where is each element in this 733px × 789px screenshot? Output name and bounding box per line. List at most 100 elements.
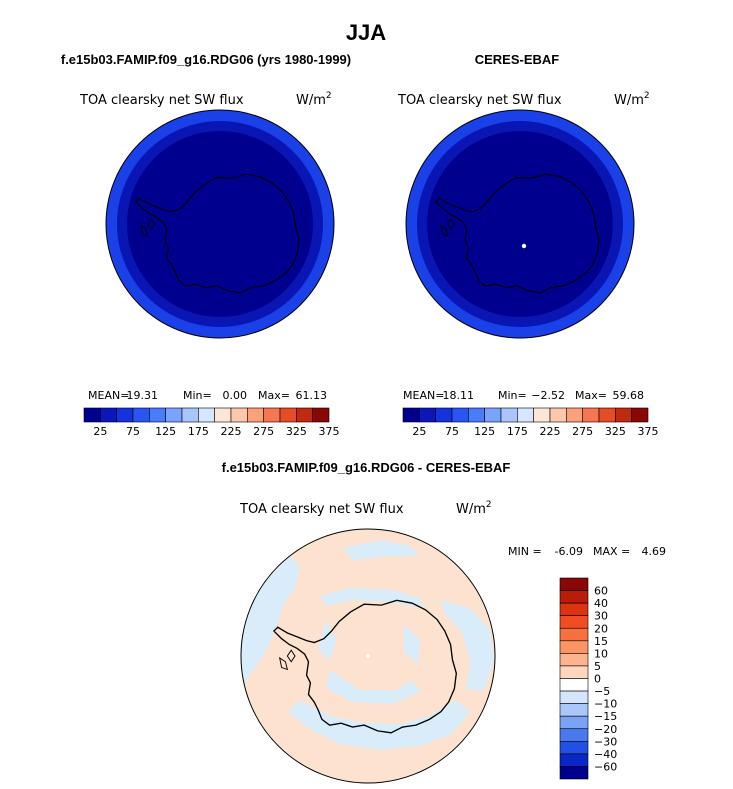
colorbar-box-4 (468, 407, 485, 423)
colorbar-box-3 (132, 407, 150, 423)
colorbar-tick-label: 25 (93, 425, 107, 438)
colorbar-tick-label: 325 (605, 425, 626, 438)
colorbar-tick-label: 125 (474, 425, 495, 438)
panel-obs: CERES-EBAF TOA clearsky net SW flux W/m2… (397, 52, 659, 438)
colorbar-tick-label: 275 (253, 425, 274, 438)
colorbar-box-9 (549, 407, 567, 423)
colorbar-box-9 (559, 690, 589, 704)
colorbar-box-4 (559, 627, 589, 642)
colorbar-tick-label: 325 (286, 425, 307, 438)
colorbar-box-3 (451, 407, 469, 423)
colorbar-box-5 (559, 640, 589, 654)
panel-obs-variable: TOA clearsky net SW flux (397, 93, 562, 108)
colorbar-tick-label: −15 (594, 710, 617, 723)
panel-diff: f.e15b03.FAMIP.f09_g16.RDG06 - CERES-EBA… (222, 460, 666, 784)
panel-model-title: f.e15b03.FAMIP.f09_g16.RDG06 (yrs 1980-1… (61, 52, 351, 67)
colorbar-box-14 (559, 753, 589, 767)
colorbar-box-7 (198, 407, 215, 423)
colorbar-tick-label: 75 (126, 425, 140, 438)
colorbar-box-2 (559, 602, 589, 616)
colorbar-box-1 (100, 407, 117, 423)
colorbar-box-10 (566, 407, 583, 423)
map-model-frame (105, 109, 335, 339)
colorbar-box-7 (559, 665, 589, 679)
colorbar-box-8 (214, 407, 232, 423)
colorbar-tick-label: −60 (594, 760, 617, 773)
panel-obs-title: CERES-EBAF (475, 52, 560, 67)
colorbar-tick-label: −10 (594, 698, 617, 711)
colorbar-box-6 (181, 407, 199, 423)
colorbar-box-10 (559, 703, 589, 717)
map-model-coastline (134, 173, 300, 294)
colorbar-tick-label: 375 (638, 425, 659, 438)
colorbar-box-1 (559, 590, 589, 604)
figure-title: JJA (346, 20, 386, 45)
colorbar-box-1 (419, 407, 436, 423)
colorbar-tick-label: 125 (155, 425, 176, 438)
colorbar-box-11 (559, 715, 589, 730)
colorbar-model: 25 75 125 175 225 275 325 375 (83, 407, 340, 438)
colorbar-box-12 (559, 728, 589, 742)
panel-diff-stats: MIN = -6.09 MAX = 4.69 (508, 545, 666, 558)
map-diff-pole-gap (365, 653, 371, 659)
colorbar-box-2 (435, 407, 453, 423)
map-obs (406, 110, 634, 338)
colorbar-box-0 (559, 577, 589, 591)
colorbar-box-12 (598, 407, 616, 423)
colorbar-tick-label: 25 (412, 425, 426, 438)
map-obs-core (427, 131, 613, 317)
map-model (106, 110, 334, 338)
colorbar-box-3 (559, 615, 589, 629)
colorbar-box-14 (631, 407, 649, 423)
colorbar-box-8 (559, 678, 589, 692)
colorbar-box-14 (312, 407, 330, 423)
colorbar-tick-label: 40 (594, 597, 608, 610)
map-diff-frame (240, 528, 496, 784)
colorbar-tick-label: 5 (594, 660, 601, 673)
colorbar-box-0 (402, 407, 420, 423)
colorbar-box-8 (533, 407, 551, 423)
map-obs-coastline (434, 173, 600, 294)
map-diff-coastline (272, 599, 458, 734)
map-model-core (127, 131, 313, 317)
colorbar-tick-label: 60 (594, 585, 608, 598)
colorbar-tick-label: −5 (594, 685, 610, 698)
colorbar-box-6 (559, 653, 589, 667)
colorbar-tick-label: 175 (188, 425, 209, 438)
colorbar-tick-label: 225 (540, 425, 561, 438)
colorbar-box-13 (559, 741, 589, 755)
map-obs-frame (405, 109, 635, 339)
colorbar-box-5 (484, 407, 502, 423)
panel-obs-stats: MEAN=18.11 Min= −2.52 Max= 59.68 (403, 389, 644, 402)
colorbar-box-0 (83, 407, 101, 423)
colorbar-box-12 (279, 407, 297, 423)
colorbar-tick-label: 75 (445, 425, 459, 438)
colorbar-obs: 25 75 125 175 225 275 325 375 (402, 407, 659, 438)
colorbar-box-11 (582, 407, 600, 423)
colorbar-tick-label: 0 (594, 673, 601, 686)
colorbar-tick-label: 275 (572, 425, 593, 438)
panel-obs-units: W/m2 (614, 91, 650, 108)
colorbar-tick-label: 225 (221, 425, 242, 438)
colorbar-box-9 (230, 407, 248, 423)
colorbar-tick-label: −20 (594, 723, 617, 736)
panel-diff-title: f.e15b03.FAMIP.f09_g16.RDG06 - CERES-EBA… (222, 460, 511, 475)
colorbar-box-2 (116, 407, 134, 423)
colorbar-tick-label: 15 (594, 635, 608, 648)
colorbar-tick-label: 30 (594, 610, 608, 623)
colorbar-box-11 (263, 407, 281, 423)
colorbar-box-5 (165, 407, 183, 423)
colorbar-box-7 (517, 407, 534, 423)
colorbar-tick-label: 10 (594, 647, 608, 660)
colorbar-tick-label: 20 (594, 622, 608, 635)
colorbar-tick-label: −30 (594, 735, 617, 748)
colorbar-tick-label: −40 (594, 748, 617, 761)
colorbar-box-13 (615, 407, 632, 423)
panel-model-variable: TOA clearsky net SW flux (79, 93, 244, 108)
map-obs-pole-gap (521, 243, 527, 249)
colorbar-tick-label: 175 (507, 425, 528, 438)
colorbar-box-15 (559, 766, 589, 780)
colorbar-box-6 (500, 407, 518, 423)
